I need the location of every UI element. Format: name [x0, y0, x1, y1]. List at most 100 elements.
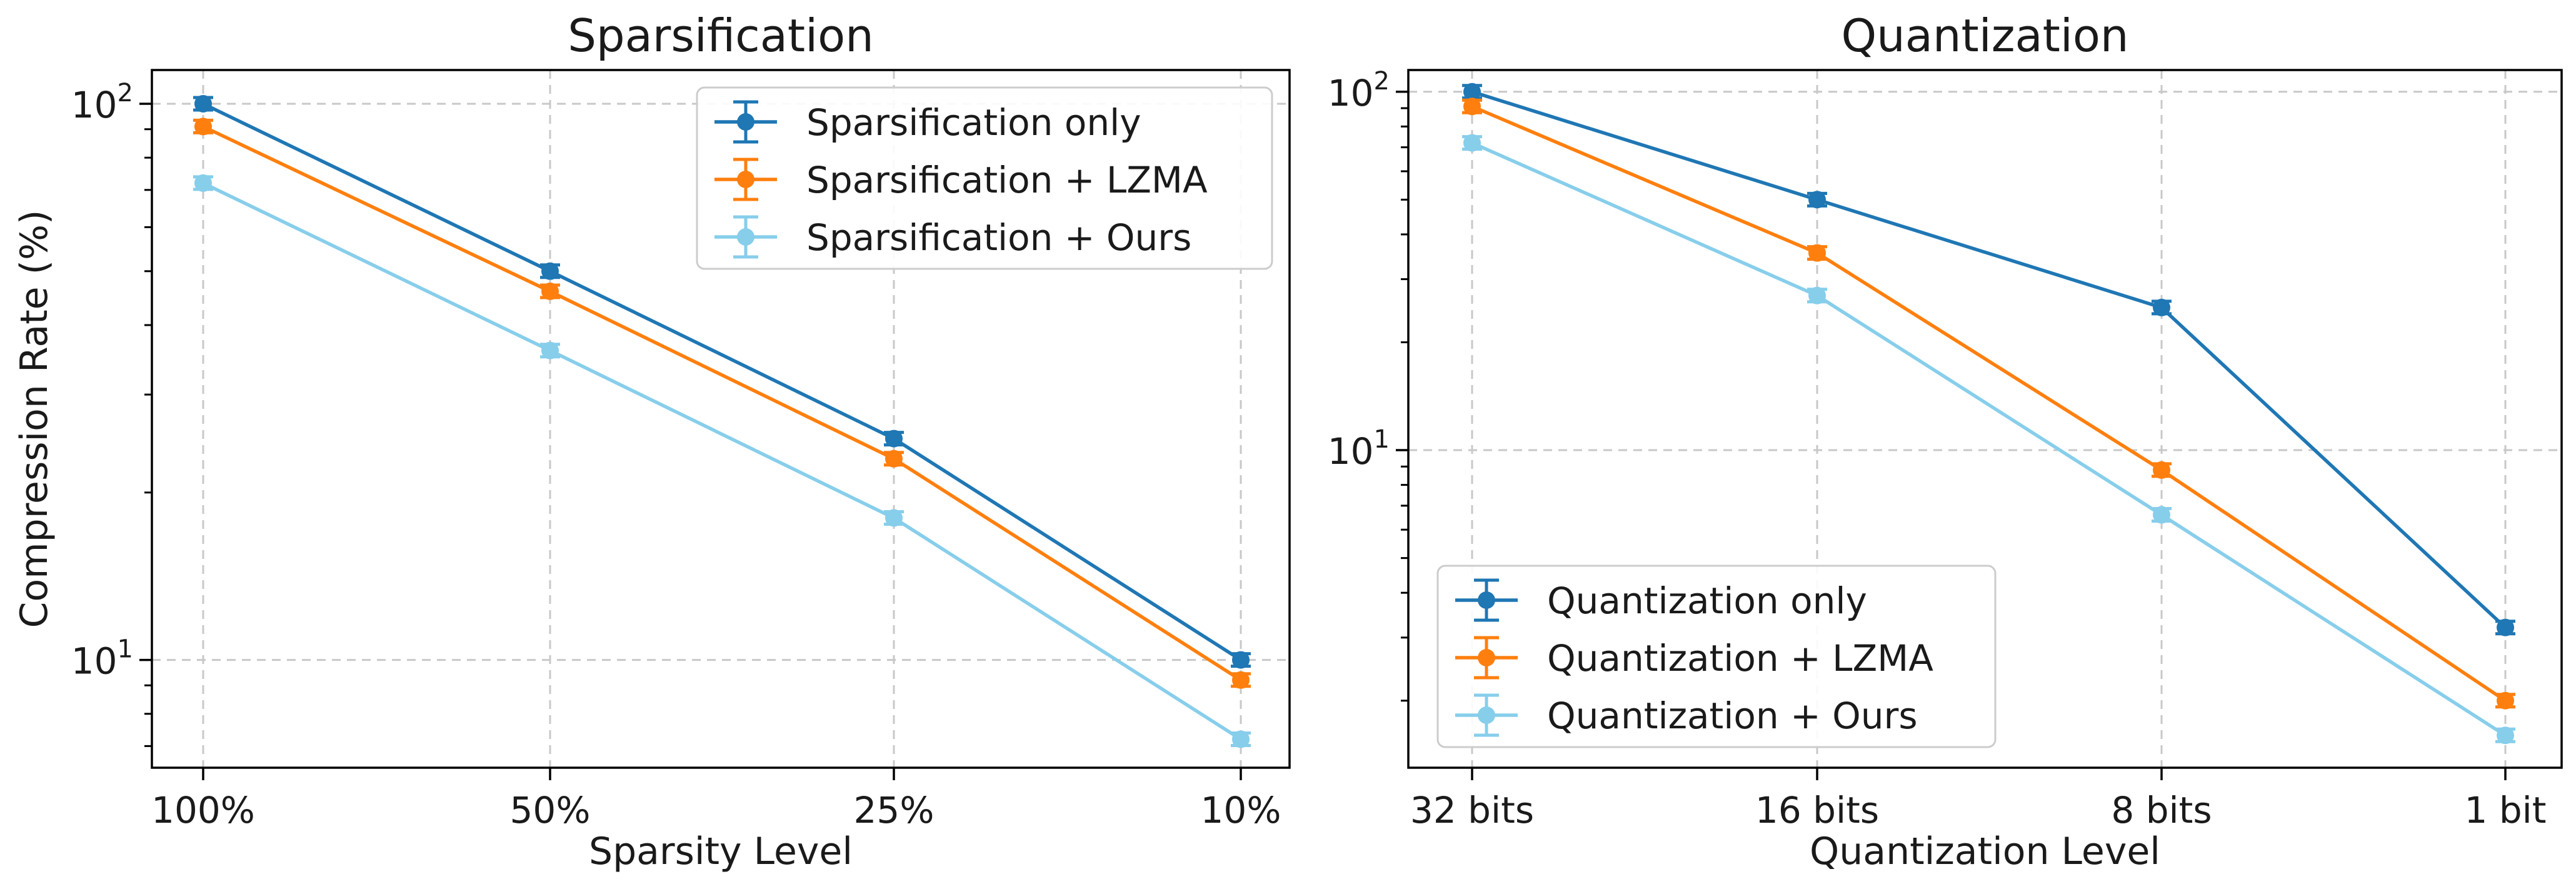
data-point — [884, 509, 904, 527]
data-point — [1807, 244, 1827, 262]
marker — [541, 341, 559, 359]
y-axis-label: Compression Rate (%) — [13, 210, 56, 628]
data-point — [540, 262, 560, 280]
legend-box — [1436, 565, 1997, 748]
marker — [1232, 671, 1250, 689]
y-tick-exponent: 1 — [1374, 425, 1390, 454]
marker — [1808, 244, 1826, 262]
data-point — [1807, 286, 1827, 304]
data-point — [193, 94, 213, 113]
marker — [2153, 298, 2170, 316]
marker — [2153, 506, 2170, 524]
marker — [541, 262, 559, 280]
legend-marker — [1478, 591, 1495, 609]
marker — [1463, 83, 1481, 101]
data-point — [2152, 506, 2172, 524]
legend-marker — [1478, 706, 1495, 724]
legend-marker — [1478, 649, 1495, 666]
marker — [1808, 191, 1826, 209]
marker — [541, 283, 559, 301]
data-point — [1807, 191, 1827, 209]
series-line — [1471, 90, 2507, 629]
marker — [2497, 691, 2514, 710]
y-tick-base: 10 — [1328, 72, 1374, 114]
data-point — [540, 341, 560, 359]
marker — [194, 94, 212, 113]
legend-entry: Sparsification only — [714, 100, 1141, 144]
marker — [1463, 98, 1481, 116]
legend-label: Quantization + Ours — [1547, 695, 1918, 737]
legend-label: Sparsification + LZMA — [806, 159, 1208, 201]
data-point — [884, 429, 904, 448]
x-tick-label: 50% — [510, 789, 591, 831]
legend-marker — [737, 113, 754, 131]
marker — [1808, 286, 1826, 304]
y-tick-label: 102 — [1328, 67, 1390, 114]
data-point — [884, 450, 904, 468]
legend-entry: Quantization + Ours — [1455, 693, 1918, 737]
series-2 — [193, 118, 1251, 689]
series-3 — [1462, 134, 2515, 745]
legend-entry: Sparsification + Ours — [714, 215, 1191, 259]
legend-entry: Quantization + LZMA — [1455, 636, 1933, 680]
marker — [194, 174, 212, 192]
plot-frame — [151, 69, 1291, 769]
marker — [2153, 461, 2170, 479]
legend-marker — [737, 228, 754, 246]
legend-label: Sparsification + Ours — [806, 216, 1191, 259]
y-tick-exponent: 2 — [118, 79, 133, 108]
plot-frame — [1407, 69, 2563, 769]
data-point — [1462, 134, 1482, 152]
y-tick-label: 101 — [1328, 425, 1390, 473]
data-point — [2495, 618, 2515, 636]
legend-entry: Quantization only — [1455, 578, 1867, 622]
x-tick-label: 25% — [854, 789, 935, 831]
series-3 — [193, 174, 1251, 748]
marker — [1463, 134, 1481, 152]
marker — [2497, 618, 2514, 636]
marker — [2497, 726, 2514, 745]
data-point — [1462, 98, 1482, 116]
data-point — [540, 283, 560, 301]
x-tick-label: 100% — [151, 789, 255, 831]
data-point — [2495, 691, 2515, 710]
series-line — [202, 102, 1242, 661]
series-1 — [1462, 83, 2515, 636]
marker — [885, 429, 903, 448]
data-point — [193, 118, 213, 136]
legend-entry: Sparsification + LZMA — [714, 158, 1208, 201]
marker — [1232, 651, 1250, 669]
marker — [885, 450, 903, 468]
marker — [194, 118, 212, 136]
series-1 — [193, 94, 1251, 669]
series-line — [202, 124, 1242, 682]
legend-label: Sparsification only — [806, 101, 1141, 144]
legend: Sparsification only Sparsification + LZMA… — [696, 86, 1273, 270]
marker — [885, 509, 903, 527]
chart-title: Sparsification — [568, 9, 874, 62]
x-tick-label: 10% — [1201, 789, 1281, 831]
series-2 — [1462, 98, 2515, 710]
marker — [1232, 730, 1250, 748]
data-point — [1231, 651, 1251, 669]
y-tick-base: 10 — [1328, 430, 1374, 473]
data-point — [2152, 461, 2172, 479]
data-point — [2152, 298, 2172, 316]
legend-box — [696, 86, 1273, 270]
y-tick-label: 102 — [71, 79, 133, 126]
series-line — [1471, 104, 2507, 703]
data-point — [193, 174, 213, 192]
data-point — [2495, 726, 2515, 745]
y-tick-base: 10 — [71, 84, 118, 126]
data-point — [1231, 730, 1251, 748]
x-axis-label: Quantization Level — [1810, 830, 2160, 873]
legend-label: Quantization only — [1547, 580, 1867, 622]
legend-marker — [737, 171, 754, 188]
data-point — [1231, 671, 1251, 689]
x-axis-label: Sparsity Level — [589, 830, 853, 873]
y-tick-base: 10 — [71, 640, 118, 683]
